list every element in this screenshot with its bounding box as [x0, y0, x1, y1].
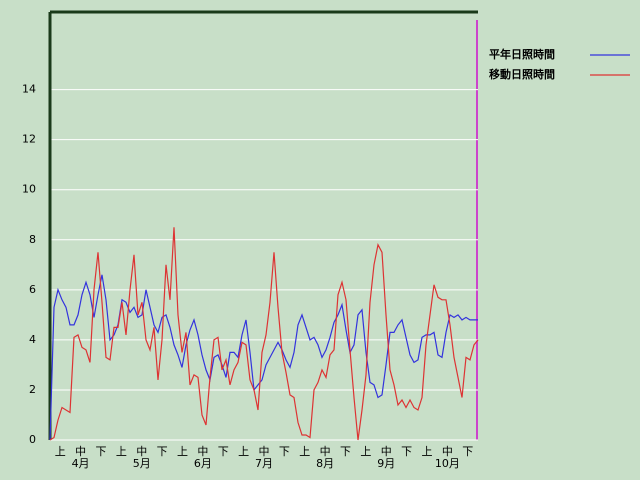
y-tick-label: 10 — [22, 183, 36, 196]
x-tick-label: 中 — [75, 445, 86, 458]
month-label: 6月 — [194, 457, 212, 470]
x-tick-label: 下 — [95, 445, 106, 458]
x-tick-label: 上 — [422, 445, 433, 458]
x-tick-label: 上 — [177, 445, 188, 458]
legend-label: 移動日照時間 — [489, 67, 555, 81]
month-label: 10月 — [435, 457, 460, 470]
y-tick-label: 14 — [22, 83, 36, 96]
x-tick-label: 上 — [360, 445, 371, 458]
x-tick-label: 下 — [218, 445, 229, 458]
x-tick-label: 中 — [259, 445, 270, 458]
y-tick-label: 12 — [22, 133, 36, 146]
month-label: 5月 — [133, 457, 151, 470]
y-tick-label: 4 — [29, 333, 36, 346]
x-tick-label: 中 — [320, 445, 331, 458]
month-label: 9月 — [377, 457, 395, 470]
data-line — [49, 227, 479, 441]
legend-label: 平年日照時間 — [489, 47, 555, 61]
y-tick-label: 8 — [29, 233, 36, 246]
y-tick-label: 2 — [29, 383, 36, 396]
x-tick-label: 上 — [238, 445, 249, 458]
x-tick-label: 中 — [136, 445, 147, 458]
x-tick-label: 中 — [442, 445, 453, 458]
x-tick-label: 下 — [340, 445, 351, 458]
x-tick-label: 上 — [116, 445, 127, 458]
x-tick-label: 下 — [279, 445, 290, 458]
x-tick-label: 上 — [55, 445, 66, 458]
x-tick-label: 上 — [299, 445, 310, 458]
x-tick-label: 中 — [381, 445, 392, 458]
x-tick-label: 下 — [401, 445, 412, 458]
y-tick-label: 0 — [29, 433, 36, 446]
month-label: 7月 — [255, 457, 273, 470]
month-label: 4月 — [72, 457, 90, 470]
x-tick-label: 下 — [462, 445, 473, 458]
month-label: 8月 — [316, 457, 334, 470]
x-tick-label: 下 — [157, 445, 168, 458]
x-tick-label: 中 — [197, 445, 208, 458]
y-tick-label: 6 — [29, 283, 36, 296]
